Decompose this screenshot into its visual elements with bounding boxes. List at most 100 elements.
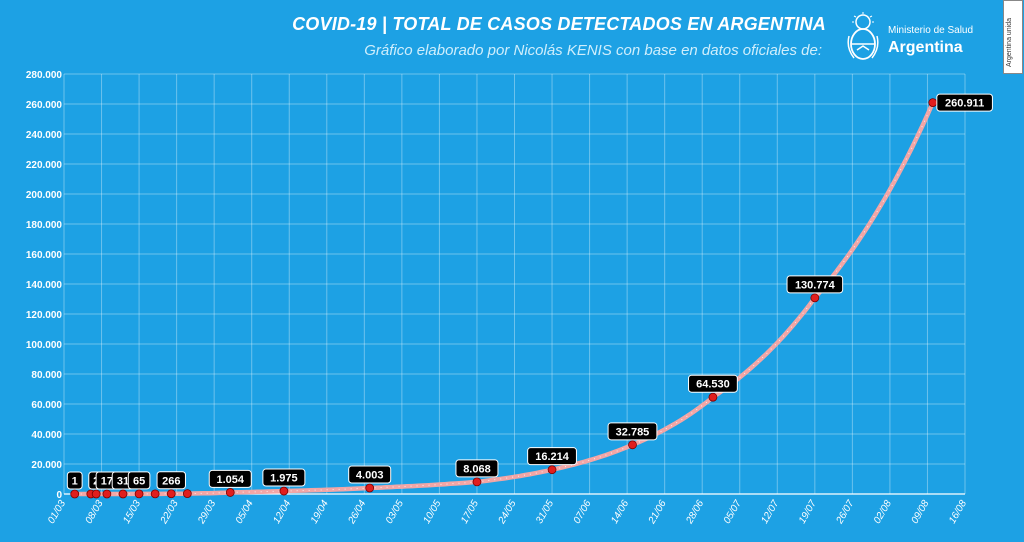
x-tick-label: 31/05 bbox=[534, 498, 556, 526]
y-tick-label: 120.000 bbox=[26, 310, 63, 321]
x-tick-label: 28/06 bbox=[684, 498, 707, 526]
y-tick-label: 20.000 bbox=[31, 460, 62, 471]
x-tick-label: 17/05 bbox=[459, 498, 481, 526]
y-tick-label: 180.000 bbox=[26, 220, 63, 231]
data-label-text: 8.068 bbox=[463, 463, 491, 475]
x-tick-label: 24/05 bbox=[496, 498, 519, 526]
data-label: 32.785 bbox=[607, 422, 658, 441]
y-tick-label: 280.000 bbox=[26, 70, 63, 81]
data-point bbox=[472, 477, 482, 487]
x-tick-label: 12/04 bbox=[271, 498, 293, 526]
data-label-text: 16.214 bbox=[535, 451, 570, 463]
data-point bbox=[102, 489, 112, 499]
data-point bbox=[928, 98, 938, 108]
y-tick-label: 160.000 bbox=[26, 250, 63, 261]
x-tick-label: 29/03 bbox=[196, 498, 219, 526]
data-label: 260.911 bbox=[936, 93, 993, 112]
x-tick-label: 19/04 bbox=[309, 498, 331, 526]
y-tick-label: 40.000 bbox=[31, 430, 62, 441]
x-tick-label: 26/04 bbox=[346, 498, 369, 526]
x-tick-label: 09/08 bbox=[910, 498, 932, 526]
y-tick-label: 80.000 bbox=[31, 370, 62, 381]
y-tick-label: 240.000 bbox=[26, 130, 63, 141]
data-label-box bbox=[688, 374, 738, 393]
data-point bbox=[118, 489, 128, 499]
x-tick-label: 10/05 bbox=[421, 498, 443, 526]
data-point bbox=[279, 486, 289, 496]
data-label-text: 32.785 bbox=[616, 426, 650, 438]
data-label-text: 65 bbox=[133, 475, 145, 487]
y-tick-label: 0 bbox=[56, 490, 62, 501]
data-label: 266 bbox=[156, 471, 186, 490]
data-point bbox=[708, 392, 718, 402]
x-tick-label: 07/06 bbox=[572, 498, 594, 526]
data-label-text: 64.530 bbox=[696, 379, 730, 391]
chart-title: COVID-19 | TOTAL DE CASOS DETECTADOS EN … bbox=[292, 14, 826, 34]
data-label-text: 260.911 bbox=[945, 98, 984, 110]
data-label: 4.003 bbox=[348, 465, 392, 484]
x-tick-label: 12/07 bbox=[759, 498, 781, 526]
data-point bbox=[628, 440, 637, 450]
data-point bbox=[225, 488, 235, 497]
series-line-dots bbox=[74, 102, 934, 495]
data-label-text: 1 bbox=[72, 475, 78, 487]
y-tick-label: 140.000 bbox=[26, 280, 63, 291]
x-tick-label: 02/08 bbox=[872, 498, 894, 526]
data-label-box bbox=[66, 471, 83, 490]
data-label-box bbox=[527, 447, 577, 466]
data-point bbox=[182, 489, 192, 499]
data-label-box bbox=[262, 468, 306, 487]
x-tick-label: 21/06 bbox=[646, 498, 669, 526]
data-point bbox=[166, 489, 176, 499]
data-point bbox=[91, 489, 101, 499]
data-label-box bbox=[127, 471, 151, 490]
data-point bbox=[134, 489, 144, 499]
data-label: 1 bbox=[66, 471, 83, 490]
x-tick-label: 08/03 bbox=[84, 498, 106, 526]
x-tick-label: 26/07 bbox=[834, 498, 857, 526]
data-label-text: 130.774 bbox=[795, 279, 836, 291]
ministry-name: Ministerio de Salud bbox=[888, 25, 974, 36]
data-point bbox=[547, 465, 557, 475]
data-label: 64.530 bbox=[688, 374, 738, 393]
x-tick-label: 01/03 bbox=[46, 498, 68, 526]
data-label: 65 bbox=[127, 471, 151, 490]
data-point bbox=[70, 489, 80, 499]
x-tick-label: 15/03 bbox=[121, 498, 143, 526]
data-label: 1.975 bbox=[262, 468, 306, 487]
y-tick-label: 200.000 bbox=[26, 190, 63, 201]
data-label-box bbox=[607, 422, 658, 441]
data-label-text: 17 bbox=[101, 475, 113, 487]
x-tick-label: 16/08 bbox=[947, 498, 969, 526]
data-label-text: 31 bbox=[117, 475, 129, 487]
data-label-text: 266 bbox=[162, 475, 180, 487]
x-tick-label: 05/04 bbox=[234, 498, 256, 526]
data-label-text: 1.054 bbox=[216, 474, 244, 486]
series-line bbox=[72, 100, 936, 497]
data-point bbox=[150, 489, 160, 499]
data-label: 16.214 bbox=[527, 447, 577, 466]
argentina-coat-of-arms-icon bbox=[847, 12, 879, 60]
data-label: 1.054 bbox=[208, 469, 252, 488]
y-tick-label: 220.000 bbox=[26, 160, 63, 171]
data-label: 130.774 bbox=[786, 275, 844, 294]
x-tick-label: 22/03 bbox=[158, 498, 181, 526]
data-label-box bbox=[786, 275, 844, 294]
data-label-box bbox=[936, 93, 993, 112]
x-tick-label: 03/05 bbox=[384, 498, 406, 526]
x-tick-label: 05/07 bbox=[722, 498, 744, 526]
country-name: Argentina bbox=[888, 39, 963, 56]
ministry-logo: Ministerio de Salud Argentina bbox=[846, 12, 996, 68]
data-label: 8.068 bbox=[455, 459, 499, 478]
data-label-text: 1.975 bbox=[270, 473, 298, 485]
x-tick-label: 19/07 bbox=[797, 498, 819, 526]
data-point bbox=[365, 483, 375, 493]
y-tick-label: 60.000 bbox=[31, 400, 62, 411]
data-label-box bbox=[348, 465, 392, 484]
argentina-unida-badge: Argentina unida bbox=[1003, 0, 1023, 74]
data-label-text: 4.003 bbox=[356, 469, 384, 481]
y-tick-label: 100.000 bbox=[26, 340, 63, 351]
chart-subtitle: Gráfico elaborado por Nicolás KENIS con … bbox=[364, 42, 822, 59]
